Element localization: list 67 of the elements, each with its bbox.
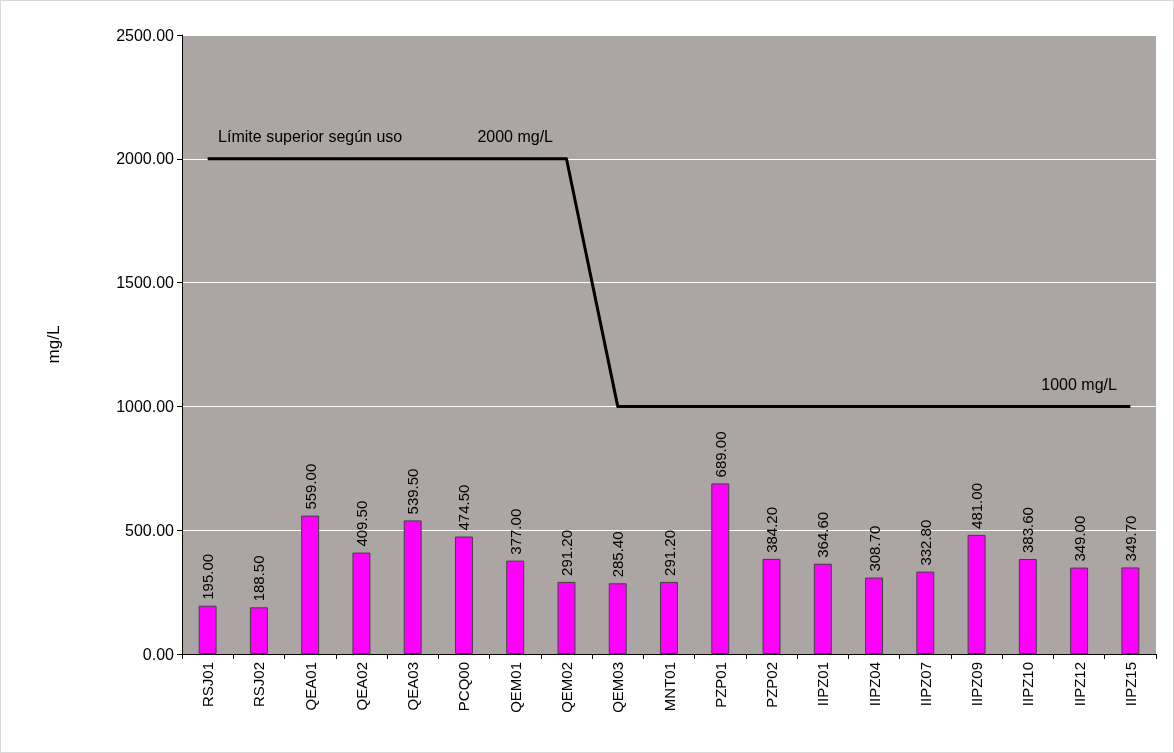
x-tick-label: QEM01 [506,662,524,713]
data-label: 308.70 [865,525,883,572]
x-tick-label: MNT01 [660,662,678,712]
bar [454,536,473,654]
data-label: 349.00 [1070,515,1088,562]
bar [1121,567,1140,654]
bar [1018,559,1037,654]
bar [813,563,832,654]
bar [608,583,627,654]
annotation: 1000 mg/L [1041,375,1118,393]
data-label: 188.50 [250,555,268,602]
data-label: 364.60 [814,511,832,558]
x-tick-label: PZP02 [763,662,781,708]
y-tick-label: 1500.00 [116,274,175,292]
bar [916,571,935,654]
data-label: 377.00 [506,508,524,555]
bar [711,483,730,654]
data-label: 332.80 [916,519,934,566]
x-tick-label: IIPZ09 [968,662,986,707]
data-label: 481.00 [968,483,986,529]
y-tick-label: 2000.00 [116,150,175,168]
bar [198,605,217,654]
data-label: 539.50 [404,468,422,515]
annotation: Límite superior según uso [218,128,403,146]
bar [249,607,268,654]
bar [352,552,371,654]
data-label: 383.60 [1019,507,1037,554]
data-label: 409.50 [352,500,370,547]
data-label: 559.00 [301,463,319,510]
y-tick-label: 2500.00 [116,26,175,44]
y-tick-label: 0.00 [142,645,175,663]
data-label: 384.20 [763,506,781,553]
data-label: 474.50 [455,484,473,531]
bar [557,581,576,654]
x-tick-label: QEM02 [557,662,575,713]
bar [301,515,320,654]
x-tick-label: PZP01 [711,662,729,708]
x-tick-label: RSJ01 [199,662,217,708]
bar [403,520,422,654]
y-tick-label: 1000.00 [116,397,175,415]
data-label: 291.20 [557,530,575,576]
bar [506,560,525,654]
bar [1070,567,1089,654]
x-tick-label: RSJ02 [250,662,268,708]
y-tick-label: 500.00 [125,521,175,539]
x-tick-label: IIPZ01 [814,662,832,707]
x-tick-label: QEA03 [404,662,422,711]
y-axis-title: mg/L [44,325,63,364]
bar [660,581,678,654]
data-label: 349.70 [1121,515,1139,562]
x-tick-label: IIPZ04 [865,662,883,707]
x-tick-label: IIPZ15 [1121,662,1139,707]
data-label: 285.40 [609,531,627,578]
x-tick-label: IIPZ07 [916,662,934,707]
annotation: 2000 mg/L [477,128,554,146]
x-tick-label: IIPZ12 [1070,662,1088,707]
x-tick-label: PCQ00 [455,662,473,712]
data-label: 291.20 [660,530,678,576]
bar [865,577,884,654]
data-label: 195.00 [199,553,217,600]
x-tick-label: QEA01 [301,662,319,711]
bar [967,534,986,654]
bar [762,558,781,654]
x-tick-label: QEA02 [352,662,370,711]
x-tick-label: IIPZ10 [1019,662,1037,707]
x-tick-label: QEM03 [609,662,627,713]
data-label: 689.00 [711,431,729,478]
